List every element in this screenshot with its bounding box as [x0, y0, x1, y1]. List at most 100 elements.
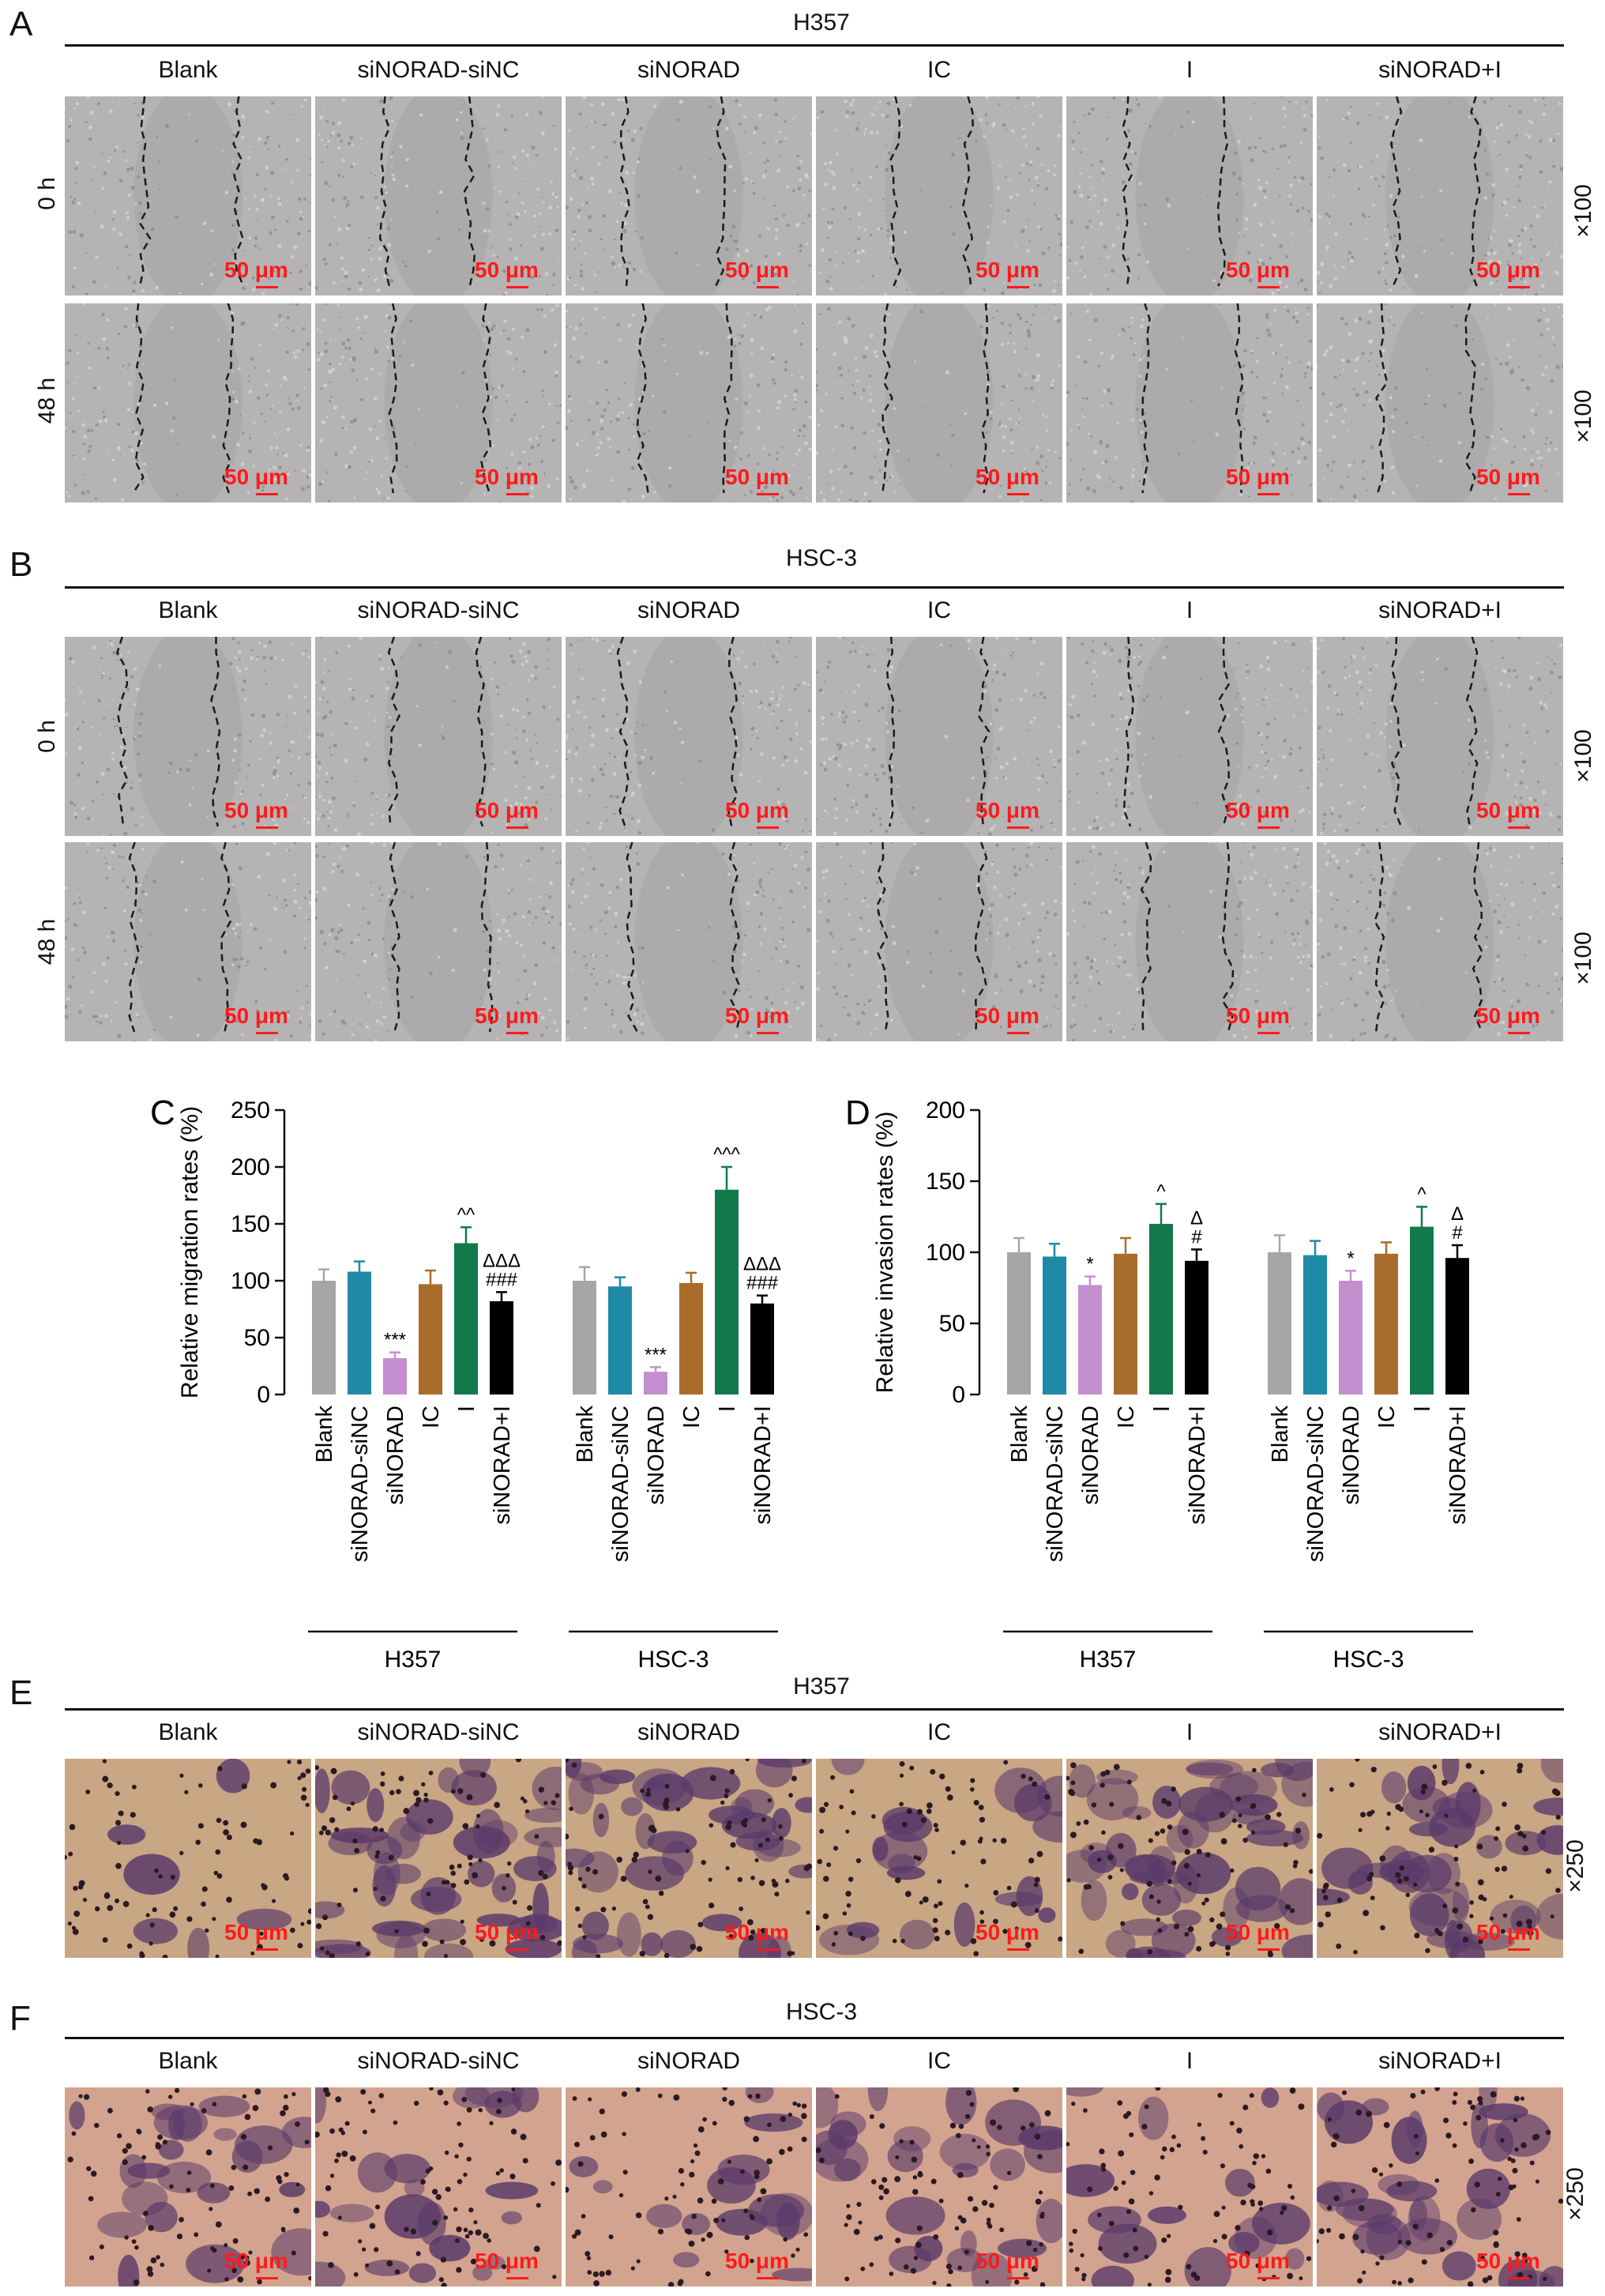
scale-bar-label: 50 μm — [475, 465, 539, 489]
group-title-sinorad-i: siNORAD+I — [1378, 2048, 1502, 2074]
bar-sinorad-sinc — [348, 1271, 371, 1395]
bar-i — [1410, 1226, 1434, 1395]
bar-ic — [1114, 1253, 1137, 1395]
bar-blank — [1007, 1252, 1031, 1395]
scale-bar-line — [256, 2277, 278, 2279]
y-tick-label: 150 — [231, 1211, 270, 1237]
scale-bar-line — [1007, 286, 1029, 288]
significance-label: ΔΔΔ — [483, 1250, 521, 1271]
panel-a-mag-48h: ×100 — [1570, 390, 1596, 443]
scale-bar-label: 50 μm — [224, 1003, 288, 1028]
x-tick-label: siNORAD-siNC — [1043, 1406, 1068, 1562]
panel-a-divider — [65, 44, 1564, 47]
scale-bar-line — [1257, 1032, 1280, 1034]
scale-bar-line — [1508, 493, 1530, 495]
wound-image-ic: 50 μm — [816, 96, 1062, 295]
x-tick-label: siNORAD-siNC — [348, 1406, 373, 1562]
x-tick-label: siNORAD+I — [490, 1406, 515, 1525]
bar-sinorad-i — [750, 1303, 774, 1395]
significance-label: ### — [486, 1269, 518, 1290]
scale-bar: 50 μm — [1476, 258, 1540, 288]
wound-image-sinorad: 50 μm — [566, 637, 812, 836]
group-title-ic: IC — [927, 597, 951, 623]
scale-bar-line — [757, 1032, 779, 1034]
group-title-sinorad-sinc: siNORAD-siNC — [357, 57, 520, 83]
scale-bar-line — [506, 493, 528, 495]
scale-bar-line — [1007, 1948, 1029, 1951]
wound-image-blank: 50 μm — [65, 303, 311, 502]
scale-bar-line — [1007, 2277, 1029, 2279]
scale-bar: 50 μm — [975, 2249, 1039, 2279]
scale-bar: 50 μm — [1476, 465, 1540, 495]
significance-label: Δ — [1451, 1203, 1464, 1225]
wound-image-sinorad-sinc: 50 μm — [315, 637, 562, 836]
panel-letter-d: D — [845, 1093, 870, 1132]
group-title-sinorad-sinc: siNORAD-siNC — [357, 2048, 520, 2074]
panel-f-cell-line: HSC-3 — [785, 1999, 857, 2025]
x-tick-label: siNORAD — [1339, 1406, 1364, 1505]
group-title-sinorad-sinc: siNORAD-siNC — [357, 1719, 520, 1745]
panel-e-divider — [65, 1708, 1564, 1711]
significance-label: * — [1347, 1248, 1354, 1269]
scale-bar-label: 50 μm — [224, 258, 288, 282]
scale-bar: 50 μm — [725, 1003, 789, 1034]
significance-label: *** — [645, 1344, 667, 1365]
scale-bar-label: 50 μm — [975, 258, 1039, 282]
wound-image-sinorad: 50 μm — [566, 842, 812, 1041]
chart-c-migration: C 0 50 100 150 200 250 Relative migration rates… — [150, 1093, 781, 1673]
x-tick-label: siNORAD — [1078, 1406, 1103, 1505]
scale-bar-label: 50 μm — [725, 798, 789, 822]
scale-bar: 50 μm — [975, 465, 1039, 495]
invasion-image-sinorad: 50 μm — [566, 1759, 812, 1958]
scale-bar-label: 50 μm — [224, 465, 288, 489]
scale-bar-line — [1007, 1032, 1029, 1034]
group-title-ic: IC — [927, 1719, 951, 1745]
y-tick-label: 50 — [244, 1325, 270, 1351]
scale-bar: 50 μm — [224, 465, 288, 495]
group-title-sinorad: siNORAD — [637, 57, 740, 83]
scale-bar-line — [1508, 2277, 1530, 2279]
bar-ic — [419, 1284, 442, 1395]
x-tick-label: Blank — [1007, 1406, 1032, 1463]
group-label: HSC-3 — [637, 1647, 709, 1673]
scale-bar-label: 50 μm — [1476, 258, 1540, 282]
bar-i — [715, 1189, 739, 1395]
scale-bar-label: 50 μm — [725, 1003, 789, 1028]
scale-bar: 50 μm — [224, 2249, 288, 2279]
scale-bar-line — [506, 826, 528, 829]
invasion-image-ic: 50 μm — [816, 1759, 1062, 1958]
invasion-image-sinorad-sinc: 50 μm — [315, 1759, 562, 1958]
y-axis-label: Relative migration rates (%) — [177, 1106, 203, 1398]
bar-sinorad-sinc — [608, 1286, 632, 1395]
wound-image-i: 50 μm — [1066, 96, 1313, 295]
x-tick-label: IC — [1114, 1406, 1139, 1428]
scale-bar-label: 50 μm — [1476, 2249, 1540, 2273]
y-tick-label: 100 — [231, 1268, 270, 1294]
group-title-blank: Blank — [158, 57, 218, 83]
x-tick-label: I — [1149, 1406, 1175, 1412]
group-label: H357 — [385, 1647, 442, 1673]
bar-sinorad-i — [1185, 1260, 1208, 1395]
scale-bar: 50 μm — [224, 258, 288, 288]
scale-bar-line — [256, 286, 278, 288]
scale-bar-line — [1508, 1948, 1530, 1951]
group-title-blank: Blank — [158, 597, 218, 623]
scale-bar: 50 μm — [224, 1003, 288, 1034]
bar-sinorad-sinc — [1303, 1255, 1327, 1395]
scale-bar: 50 μm — [1226, 465, 1290, 495]
scale-bar: 50 μm — [975, 798, 1039, 829]
wound-image-blank: 50 μm — [65, 842, 311, 1041]
panel-letter-f: F — [9, 1999, 31, 2038]
panel-letter-b: B — [9, 545, 33, 584]
group-title-i: I — [1186, 57, 1193, 83]
x-tick-label: siNORAD+I — [750, 1406, 776, 1525]
y-tick-label: 50 — [939, 1311, 965, 1337]
panel-a-time-0h: 0 h — [34, 177, 60, 210]
scale-bar-label: 50 μm — [475, 258, 539, 282]
group-title-sinorad-sinc: siNORAD-siNC — [357, 597, 520, 623]
bar-sinorad — [1078, 1285, 1102, 1395]
x-tick-label: siNORAD+I — [1445, 1406, 1471, 1525]
scale-bar-line — [1508, 1032, 1530, 1034]
significance-label: ^^ — [457, 1204, 475, 1225]
scale-bar-line — [1257, 1948, 1280, 1951]
